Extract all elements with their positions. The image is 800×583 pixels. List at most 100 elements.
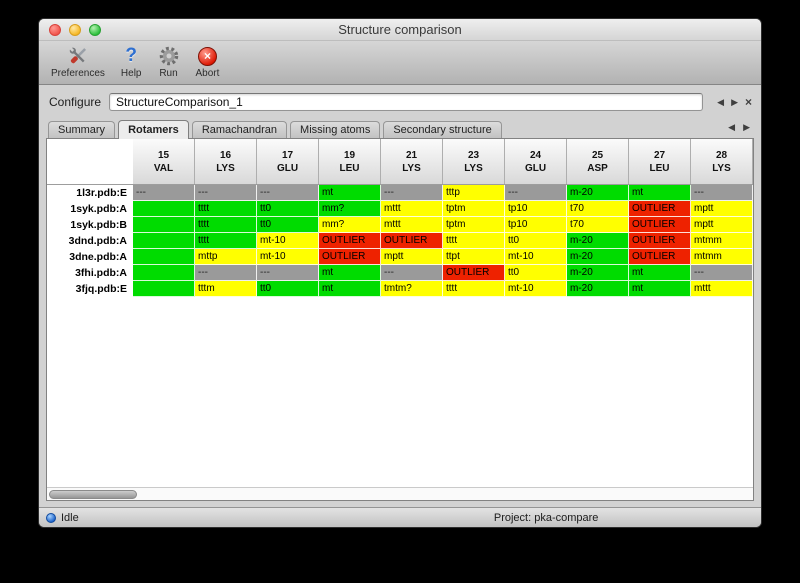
row-label[interactable]: 1syk.pdb:B	[47, 217, 133, 233]
rotamer-cell[interactable]: mt-10	[505, 281, 567, 297]
next-tab-icon[interactable]: ▶	[743, 122, 750, 132]
tab-missing-atoms[interactable]: Missing atoms	[290, 121, 381, 138]
abort-button[interactable]: × Abort	[192, 43, 224, 80]
rotamer-cell[interactable]: m-20	[567, 265, 629, 281]
tab-summary[interactable]: Summary	[48, 121, 116, 138]
rotamer-cell[interactable]: m-20	[567, 233, 629, 249]
rotamer-cell[interactable]: OUTLIER	[319, 233, 381, 249]
configure-name-input[interactable]	[109, 93, 704, 111]
row-label[interactable]: 1l3r.pdb:E	[47, 185, 133, 201]
rotamer-cell[interactable]: tptm	[443, 217, 505, 233]
rotamer-cell[interactable]: OUTLIER	[443, 265, 505, 281]
rotamer-cell[interactable]: tt0	[257, 217, 319, 233]
rotamer-cell[interactable]: mt	[319, 265, 381, 281]
rotamer-cell[interactable]: OUTLIER	[629, 217, 691, 233]
rotamer-cell[interactable]: tt0	[257, 281, 319, 297]
row-label[interactable]: 1syk.pdb:A	[47, 201, 133, 217]
rotamer-cell[interactable]: tttt	[195, 233, 257, 249]
rotamer-cell[interactable]: OUTLIER	[381, 233, 443, 249]
help-button[interactable]: ? Help	[117, 43, 146, 80]
column-header[interactable]: 21 LYS	[381, 139, 443, 184]
rotamer-cell[interactable]: tttt	[443, 233, 505, 249]
next-config-icon[interactable]: ▶	[731, 96, 738, 107]
rotamer-cell[interactable]: mt	[629, 265, 691, 281]
rotamer-cell[interactable]	[133, 265, 195, 281]
rotamer-cell[interactable]: ttpt	[443, 249, 505, 265]
zoom-window-button[interactable]	[89, 24, 101, 36]
rotamer-cell[interactable]: mttt	[381, 217, 443, 233]
rotamer-cell[interactable]: ---	[381, 265, 443, 281]
rotamer-cell[interactable]	[133, 249, 195, 265]
prev-config-icon[interactable]: ◀	[717, 96, 725, 107]
rotamer-cell[interactable]: tt0	[257, 201, 319, 217]
rotamer-cell[interactable]: mttp	[195, 249, 257, 265]
rotamer-cell[interactable]: m-20	[567, 185, 629, 201]
rotamer-cell[interactable]: mt-10	[505, 249, 567, 265]
rotamer-cell[interactable]: mtmm	[691, 249, 753, 265]
rotamer-cell[interactable]: mttt	[381, 201, 443, 217]
rotamer-cell[interactable]: tmtm?	[381, 281, 443, 297]
rotamer-cell[interactable]: mttt	[691, 281, 753, 297]
rotamer-cell[interactable]: mm?	[319, 217, 381, 233]
rotamer-cell[interactable]: mt-10	[257, 249, 319, 265]
rotamer-cell[interactable]: tptm	[443, 201, 505, 217]
rotamer-cell[interactable]: tp10	[505, 201, 567, 217]
column-header[interactable]: 28 LYS	[691, 139, 753, 184]
rotamer-cell[interactable]: ---	[691, 265, 753, 281]
rotamer-cell[interactable]	[133, 201, 195, 217]
rotamer-cell[interactable]: mptt	[691, 217, 753, 233]
rotamer-cell[interactable]: mt	[629, 281, 691, 297]
tab-ramachandran[interactable]: Ramachandran	[191, 121, 288, 138]
rotamer-cell[interactable]: mptt	[381, 249, 443, 265]
scrollbar-thumb[interactable]	[49, 490, 137, 499]
row-label[interactable]: 3dne.pdb:A	[47, 249, 133, 265]
rotamer-cell[interactable]: tttt	[195, 201, 257, 217]
tab-secondary-structure[interactable]: Secondary structure	[383, 121, 502, 138]
rotamer-cell[interactable]: ---	[133, 185, 195, 201]
rotamer-cell[interactable]: t70	[567, 217, 629, 233]
rotamer-cell[interactable]: ---	[505, 185, 567, 201]
rotamer-cell[interactable]: t70	[567, 201, 629, 217]
close-config-icon[interactable]: ×	[744, 95, 752, 109]
rotamer-cell[interactable]: ---	[381, 185, 443, 201]
column-header[interactable]: 23 LYS	[443, 139, 505, 184]
rotamer-cell[interactable]: m-20	[567, 281, 629, 297]
preferences-button[interactable]: Preferences	[47, 43, 109, 80]
rotamer-cell[interactable]: mt	[629, 185, 691, 201]
rotamer-cell[interactable]: tttt	[195, 217, 257, 233]
rotamer-cell[interactable]: ---	[195, 185, 257, 201]
column-header[interactable]: 25 ASP	[567, 139, 629, 184]
rotamer-cell[interactable]: mtmm	[691, 233, 753, 249]
rotamer-cell[interactable]: ---	[257, 265, 319, 281]
rotamer-cell[interactable]	[133, 217, 195, 233]
column-header[interactable]: 16 LYS	[195, 139, 257, 184]
column-header[interactable]: 19 LEU	[319, 139, 381, 184]
rotamer-cell[interactable]: mt	[319, 281, 381, 297]
rotamer-cell[interactable]: mm?	[319, 201, 381, 217]
rotamer-cell[interactable]: tttt	[443, 281, 505, 297]
rotamer-cell[interactable]: mt	[319, 185, 381, 201]
rotamer-cell[interactable]: tttm	[195, 281, 257, 297]
rotamer-cell[interactable]: mt-10	[257, 233, 319, 249]
rotamer-cell[interactable]: ---	[257, 185, 319, 201]
rotamer-cell[interactable]: tt0	[505, 265, 567, 281]
rotamer-cell[interactable]: mptt	[691, 201, 753, 217]
column-header[interactable]: 15 VAL	[133, 139, 195, 184]
minimize-window-button[interactable]	[69, 24, 81, 36]
prev-tab-icon[interactable]: ◀	[728, 122, 736, 132]
rotamer-cell[interactable]: m-20	[567, 249, 629, 265]
rotamer-cell[interactable]	[133, 233, 195, 249]
column-header[interactable]: 27 LEU	[629, 139, 691, 184]
row-label[interactable]: 3dnd.pdb:A	[47, 233, 133, 249]
rotamer-cell[interactable]: tttp	[443, 185, 505, 201]
rotamer-cell[interactable]: OUTLIER	[629, 201, 691, 217]
run-button[interactable]: Run	[154, 43, 184, 80]
rotamer-cell[interactable]: tt0	[505, 233, 567, 249]
rotamer-cell[interactable]: ---	[195, 265, 257, 281]
row-label[interactable]: 3fjq.pdb:E	[47, 281, 133, 297]
rotamer-cell[interactable]: OUTLIER	[629, 233, 691, 249]
column-header[interactable]: 17 GLU	[257, 139, 319, 184]
horizontal-scrollbar[interactable]	[47, 487, 753, 500]
row-label[interactable]: 3fhi.pdb:A	[47, 265, 133, 281]
column-header[interactable]: 24 GLU	[505, 139, 567, 184]
